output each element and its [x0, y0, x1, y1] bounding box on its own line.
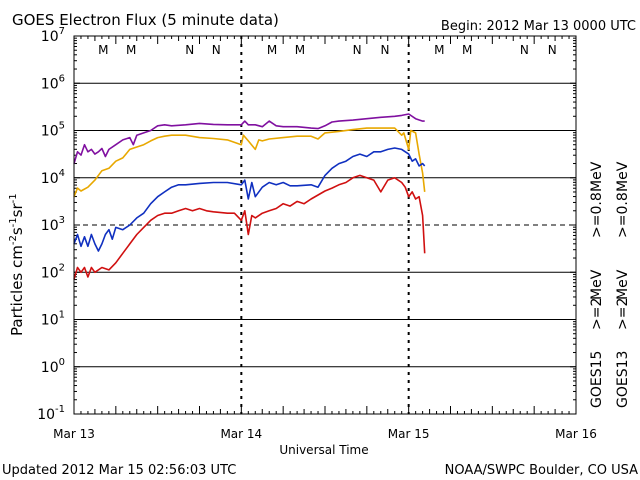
updated-timestamp: Updated 2012 Mar 15 02:56:03 UTC: [2, 463, 236, 478]
event-marker: M: [98, 43, 108, 57]
event-marker: M: [462, 43, 472, 57]
plot-frame: [73, 35, 577, 415]
series-line-1: [73, 127, 426, 198]
series-line-2: [73, 147, 426, 252]
series-line-0: [73, 113, 425, 164]
legend-orange-unit: MeV: [615, 161, 631, 192]
x-axis: Mar 13 Mar 14 Mar 15 Mar 16: [53, 36, 597, 441]
x-tick-label: Mar 13: [53, 427, 95, 441]
event-marker: N: [380, 43, 389, 57]
legend-goes13-energy: >=2: [615, 298, 631, 330]
y-tick-label: 102: [41, 262, 65, 281]
event-marker: N: [520, 43, 529, 57]
event-marker: M: [267, 43, 277, 57]
x-tick-label: Mar 15: [388, 427, 430, 441]
event-marker: N: [212, 43, 221, 57]
legend-purple-energy: >=0.8: [589, 192, 605, 238]
credit-label: NOAA/SWPC Boulder, CO USA: [445, 463, 638, 478]
legend-orange-energy: >=0.8: [615, 192, 631, 238]
y-tick-label: 106: [41, 73, 65, 92]
grid-lines: [74, 36, 576, 414]
x-tick-label: Mar 14: [220, 427, 262, 441]
legend-goes15-energy: >=2: [589, 298, 605, 330]
y-tick-label: 107: [41, 26, 65, 45]
event-marker: M: [126, 43, 136, 57]
event-marker: N: [548, 43, 557, 57]
event-marker: N: [353, 43, 362, 57]
event-marker: N: [185, 43, 194, 57]
y-axis-label: Particles cm-2s-1sr-1: [8, 193, 26, 336]
begin-time-label: Begin: 2012 Mar 13 0000 UTC: [441, 19, 636, 34]
series-line-3: [73, 174, 426, 280]
y-tick-label: 104: [41, 168, 65, 187]
x-tick-label: Mar 16: [555, 427, 597, 441]
event-marker: M: [434, 43, 444, 57]
x-axis-label: Universal Time: [279, 443, 368, 457]
legend-purple-unit: MeV: [589, 161, 605, 192]
y-tick-label: 10-1: [37, 404, 65, 423]
event-marker: M: [295, 43, 305, 57]
chart-title: GOES Electron Flux (5 minute data): [12, 11, 279, 29]
legend-goes15-label: GOES15: [589, 351, 605, 408]
legend-goes15-unit: MeV: [589, 269, 605, 300]
y-tick-label: 100: [41, 357, 65, 376]
legend: GOES15 >=2 MeV GOES13 >=2 MeV >=0.8 MeV …: [589, 161, 631, 408]
flux-series: [73, 113, 426, 280]
legend-goes13-unit: MeV: [615, 269, 631, 300]
legend-goes13-label: GOES13: [615, 351, 631, 408]
y-tick-label: 101: [41, 310, 65, 329]
y-tick-label: 103: [41, 215, 65, 234]
y-tick-label: 105: [41, 121, 65, 140]
